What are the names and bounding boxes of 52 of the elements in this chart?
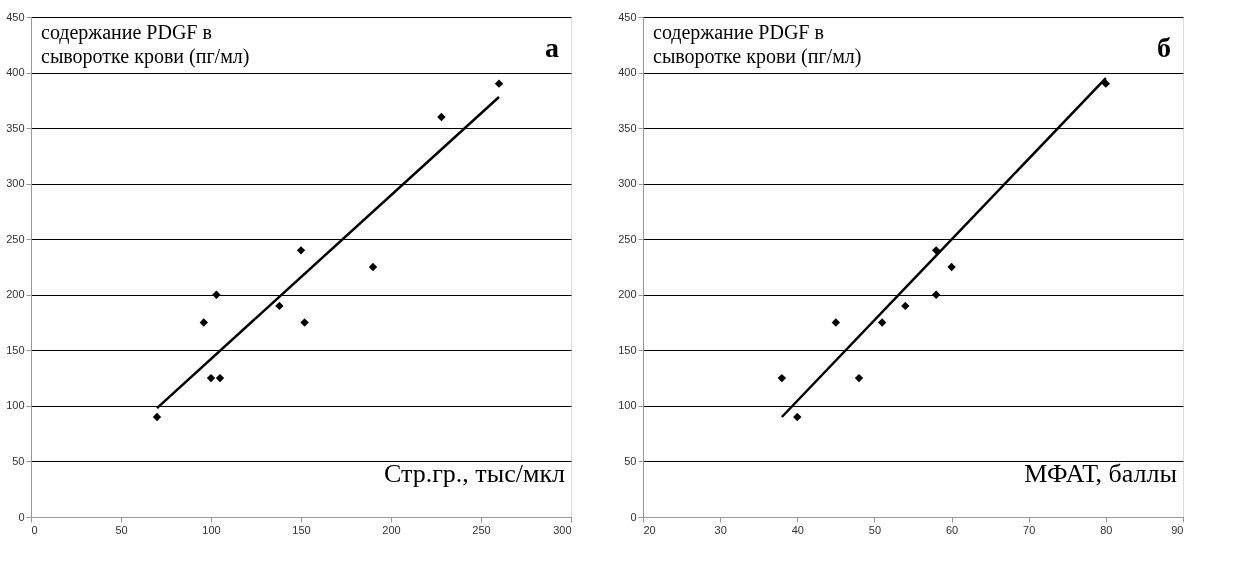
point — [206, 373, 216, 383]
y-tick-label: 100 — [6, 399, 25, 412]
point — [437, 112, 446, 122]
y-tick-label: 100 — [618, 399, 637, 412]
y-tick-label: 400 — [6, 66, 25, 79]
y-axis-title: содержание PDGF в сыворотке крови (пг/мл) — [653, 21, 862, 68]
x-tick-label: 80 — [1100, 523, 1113, 536]
x-tick-label: 50 — [115, 523, 128, 536]
x-tick-label: 40 — [791, 523, 804, 536]
x-tick-label: 90 — [1171, 523, 1184, 536]
x-tick-label: 100 — [202, 523, 221, 536]
y-axis-title: содержание PDGF в сыворотке крови (пг/мл) — [41, 21, 250, 68]
x-tick-label: 0 — [31, 523, 38, 536]
point — [215, 373, 225, 383]
point — [296, 246, 306, 255]
x-axis-title: Стр.гр., тыс/мкл — [384, 459, 566, 488]
y-tick-label: 300 — [6, 177, 25, 190]
y-tick-label: 50 — [12, 454, 25, 467]
x-tick-label: 200 — [382, 523, 401, 536]
point — [368, 262, 378, 272]
x-tick-label: 70 — [1023, 523, 1036, 536]
y-tick-label: 0 — [630, 510, 637, 523]
point — [275, 301, 284, 311]
point — [494, 79, 504, 88]
y-tick-label: 350 — [618, 121, 637, 134]
point — [152, 412, 162, 422]
x-tick-label: 300 — [553, 523, 572, 536]
text: б — [1157, 32, 1171, 63]
x-tick-label: 20 — [643, 523, 656, 536]
y-tick-label: 400 — [618, 66, 637, 79]
y-tick-label: 150 — [618, 343, 637, 356]
text: а — [545, 32, 559, 63]
y-tick-label: 250 — [6, 232, 25, 245]
y-tick-label: 250 — [618, 232, 637, 245]
x-tick-label: 60 — [945, 523, 959, 536]
y-tick-label: 450 — [6, 10, 25, 23]
y-tick-label: 50 — [624, 454, 637, 467]
y-tick-label: 200 — [618, 288, 637, 301]
x-tick-label: 30 — [714, 523, 727, 536]
point — [199, 318, 208, 327]
point — [300, 318, 309, 327]
y-tick-label: 150 — [6, 343, 25, 356]
y-tick-label: 0 — [18, 510, 25, 523]
y-tick-label: 200 — [6, 288, 25, 301]
point — [212, 290, 221, 299]
x-tick-label: 50 — [868, 523, 882, 536]
y-tick-label: 300 — [618, 177, 637, 190]
y-tick-label: 350 — [6, 121, 25, 134]
y-tick-label: 450 — [618, 10, 637, 23]
x-tick-label: 250 — [472, 523, 491, 536]
x-axis-title: МФАТ, баллы — [1024, 459, 1177, 488]
x-tick-label: 150 — [292, 523, 311, 536]
